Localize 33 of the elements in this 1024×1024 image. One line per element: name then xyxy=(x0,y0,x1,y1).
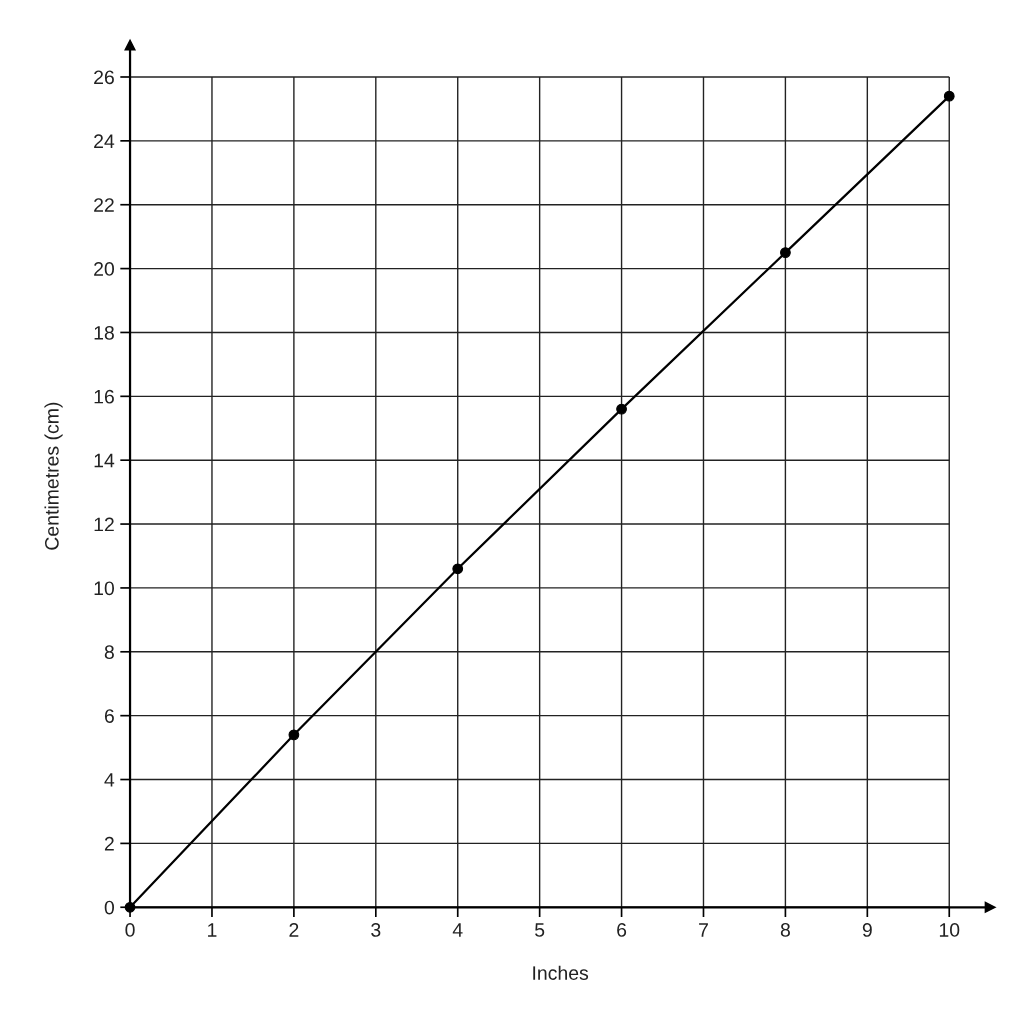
x-tick-label: 9 xyxy=(862,923,872,937)
y-tick-label: 24 xyxy=(94,134,115,148)
y-tick-label: 2 xyxy=(104,836,114,851)
x-tick-label: 0 xyxy=(125,923,135,937)
y-tick-label: 10 xyxy=(94,581,115,596)
x-axis-title: Inches xyxy=(533,965,589,980)
y-tick-label: 22 xyxy=(94,198,114,212)
point xyxy=(780,247,791,259)
x-tick-label: 3 xyxy=(371,923,381,937)
y-tick-label: 12 xyxy=(94,517,114,532)
x-tick-label: 2 xyxy=(289,923,299,937)
y-tick-label: 26 xyxy=(94,70,114,85)
x-tick-label: 8 xyxy=(780,923,790,937)
y-tick-label: 16 xyxy=(94,389,114,404)
point xyxy=(943,90,955,102)
x-tick-label: 1 xyxy=(208,923,217,937)
x-tick-label: 5 xyxy=(535,923,545,937)
point xyxy=(124,901,136,913)
y-tick-label: 18 xyxy=(94,325,114,340)
y-tick-label: 0 xyxy=(104,900,115,915)
y-tick-label: 6 xyxy=(104,709,114,723)
x-tick-label: 10 xyxy=(939,923,960,937)
y-tick-label: 8 xyxy=(104,645,114,660)
y-tick-label: 20 xyxy=(94,262,115,276)
y-axis-title: Centimetres (cm) xyxy=(44,402,63,550)
x-tick-label: 4 xyxy=(452,923,463,937)
point xyxy=(616,403,627,415)
point xyxy=(452,563,464,575)
x-tick-label: 7 xyxy=(699,923,708,937)
y-tick-label: 4 xyxy=(104,773,115,787)
point xyxy=(288,729,300,741)
x-tick-label: 6 xyxy=(617,923,627,937)
y-tick-label: 14 xyxy=(94,453,115,468)
